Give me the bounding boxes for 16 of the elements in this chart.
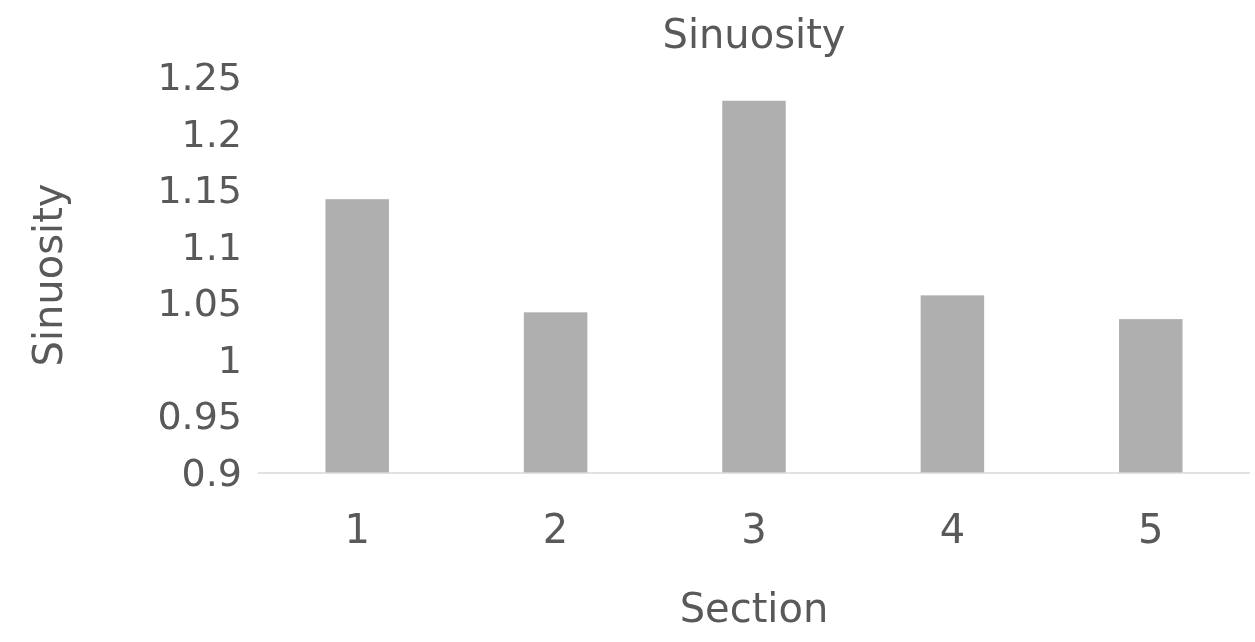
x-tick-label: 5 xyxy=(1138,506,1164,552)
y-tick-label: 1.15 xyxy=(157,168,242,213)
y-tick-label: 1.1 xyxy=(181,224,242,269)
x-tick-label: 3 xyxy=(741,506,767,552)
y-tick-label: 1.25 xyxy=(157,55,242,99)
x-axis-title: Section xyxy=(679,585,829,631)
x-tick-label: 4 xyxy=(939,506,966,552)
y-tick-label: 1 xyxy=(217,337,242,382)
chart-title: Sinuosity xyxy=(662,11,846,57)
y-tick-label: 0.9 xyxy=(181,451,242,495)
y-axis-title: Sinuosity xyxy=(25,183,71,367)
x-tick-label: 1 xyxy=(344,506,370,552)
x-tick-label: 2 xyxy=(542,506,569,552)
y-tick-label: 0.95 xyxy=(157,394,242,439)
y-tick-label: 1.05 xyxy=(157,281,242,326)
y-tick-label: 1.2 xyxy=(181,111,242,156)
